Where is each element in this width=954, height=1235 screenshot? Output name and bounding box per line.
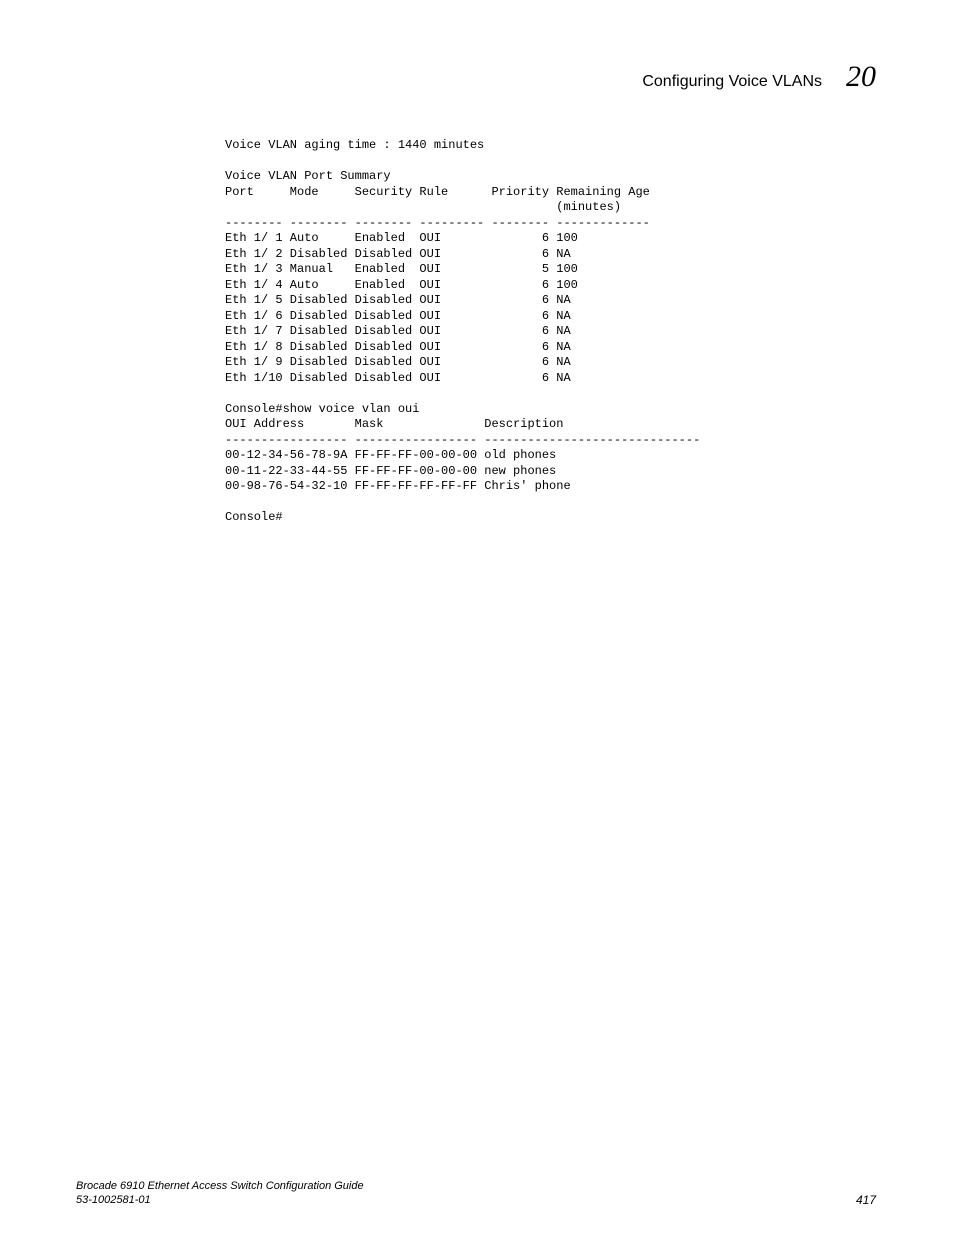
terminal-line: Port Mode Security Rule Priority Remaini… — [225, 185, 650, 199]
terminal-line: OUI Address Mask Description — [225, 417, 563, 431]
terminal-line: -------- -------- -------- --------- ---… — [225, 216, 650, 230]
terminal-line: 00-12-34-56-78-9A FF-FF-FF-00-00-00 old … — [225, 448, 556, 462]
terminal-line: ----------------- ----------------- ----… — [225, 433, 700, 447]
footer-guide-title: Brocade 6910 Ethernet Access Switch Conf… — [76, 1179, 364, 1193]
terminal-line: Eth 1/ 2 Disabled Disabled OUI 6 NA — [225, 247, 571, 261]
terminal-line: (minutes) — [225, 200, 621, 214]
terminal-line: Eth 1/10 Disabled Disabled OUI 6 NA — [225, 371, 571, 385]
footer-left: Brocade 6910 Ethernet Access Switch Conf… — [76, 1179, 364, 1207]
page-number: 417 — [856, 1193, 876, 1207]
terminal-line: Eth 1/ 3 Manual Enabled OUI 5 100 — [225, 262, 578, 276]
terminal-line: Voice VLAN aging time : 1440 minutes — [225, 138, 484, 152]
terminal-line: 00-11-22-33-44-55 FF-FF-FF-00-00-00 new … — [225, 464, 556, 478]
terminal-line: Eth 1/ 8 Disabled Disabled OUI 6 NA — [225, 340, 571, 354]
terminal-line: Eth 1/ 5 Disabled Disabled OUI 6 NA — [225, 293, 571, 307]
terminal-line: Eth 1/ 7 Disabled Disabled OUI 6 NA — [225, 324, 571, 338]
header-title: Configuring Voice VLANs — [642, 73, 822, 91]
terminal-line: Console#show voice vlan oui — [225, 402, 419, 416]
chapter-number: 20 — [846, 60, 876, 94]
terminal-line: Eth 1/ 9 Disabled Disabled OUI 6 NA — [225, 355, 571, 369]
terminal-line: Voice VLAN Port Summary — [225, 169, 391, 183]
terminal-output: Voice VLAN aging time : 1440 minutes Voi… — [225, 138, 700, 526]
page-header: Configuring Voice VLANs 20 — [642, 60, 876, 94]
terminal-line: Eth 1/ 1 Auto Enabled OUI 6 100 — [225, 231, 578, 245]
terminal-line: Eth 1/ 4 Auto Enabled OUI 6 100 — [225, 278, 578, 292]
page-footer: Brocade 6910 Ethernet Access Switch Conf… — [76, 1179, 876, 1207]
terminal-line: Eth 1/ 6 Disabled Disabled OUI 6 NA — [225, 309, 571, 323]
terminal-line: Console# — [225, 510, 283, 524]
footer-doc-number: 53-1002581-01 — [76, 1193, 364, 1207]
terminal-line: 00-98-76-54-32-10 FF-FF-FF-FF-FF-FF Chri… — [225, 479, 571, 493]
